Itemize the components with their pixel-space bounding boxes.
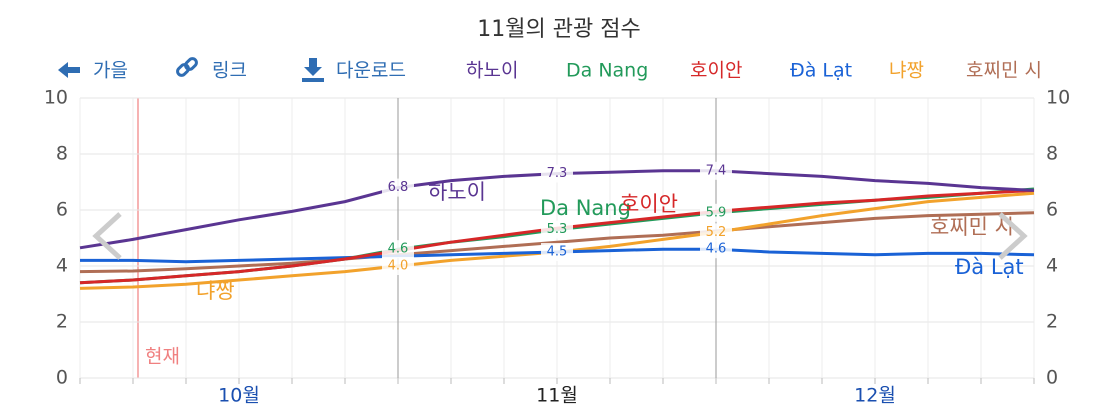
y2-tick-label: 4 [1046,255,1058,277]
chart-title: 11월의 관광 점수 [477,17,640,42]
value-label: 7.3 [547,166,568,181]
download-button[interactable]: 다운로드 [336,60,406,82]
value-label: 4.0 [388,259,409,274]
labels: 6.8 7.3 7.4 4.6 5.3 5.9 4.5 4.6 4.0 5.2 하노이 Da Nang… [196,161,1024,303]
y2-tick-label: 8 [1046,143,1058,165]
value-label-bg [382,257,414,275]
download-icon[interactable] [302,58,324,82]
y2-tick-label: 2 [1046,311,1058,333]
value-label-bg [382,240,414,259]
value-label-bg [541,220,573,239]
x-tick-label: 12월 [854,385,896,407]
series-label: Đà Lạt [955,255,1024,279]
value-label-bg [700,240,732,259]
y-tick-label: 2 [56,311,68,333]
value-label-bg [541,164,573,183]
y-tick-label: 4 [56,255,68,277]
grid: 0 0 2 2 4 4 6 6 8 8 10 10 10월 11월 12월 [44,87,1070,407]
value-label-bg [382,178,414,197]
value-label: 5.9 [706,205,727,220]
value-label: 4.6 [706,242,727,257]
legend-entry[interactable]: 냐짱 [889,60,924,82]
value-label-bg [541,243,573,261]
series-label: Da Nang [540,196,631,220]
series-label: 냐짱 [196,279,235,303]
back-icon[interactable] [58,62,80,78]
value-label-bg [700,203,732,222]
series-label: 하노이 [428,180,486,204]
value-label: 5.3 [547,222,568,237]
back-button[interactable]: 가을 [93,60,128,82]
link-button[interactable]: 링크 [212,60,247,82]
legend-entry[interactable]: 하노이 [466,60,518,82]
value-label-bg [700,223,732,242]
legend-entry[interactable]: 호찌민 시 [966,60,1042,82]
y-tick-label: 6 [56,199,68,221]
value-label: 7.4 [706,163,727,178]
value-label: 4.5 [547,245,568,260]
legend-entry[interactable]: Đà Lạt [790,60,852,82]
y2-tick-label: 10 [1046,87,1070,109]
y-tick-label: 0 [56,367,68,389]
value-label: 4.6 [388,242,409,257]
x-tick-label: 11월 [536,385,578,407]
link-icon[interactable] [176,57,198,77]
x-tick-label: 10월 [218,385,260,407]
legend-entry[interactable]: 호이안 [690,60,742,82]
prev-arrow[interactable] [92,212,122,260]
toolbar: 가을 링크 다운로드 [58,57,406,82]
now-label: 현재 [145,346,180,368]
value-label-bg [700,161,732,180]
y2-tick-label: 0 [1046,367,1058,389]
next-arrow[interactable] [998,212,1028,260]
value-label: 5.2 [706,225,727,240]
legend-entry[interactable]: Da Nang [566,60,648,82]
series-line [79,211,1035,274]
value-label: 6.8 [388,180,409,195]
series-label: 호찌민 시 [930,215,1014,239]
series-label: 호이안 [620,192,678,216]
y-tick-label: 8 [56,143,68,165]
y-tick-label: 10 [44,87,68,109]
y2-tick-label: 6 [1046,199,1058,221]
